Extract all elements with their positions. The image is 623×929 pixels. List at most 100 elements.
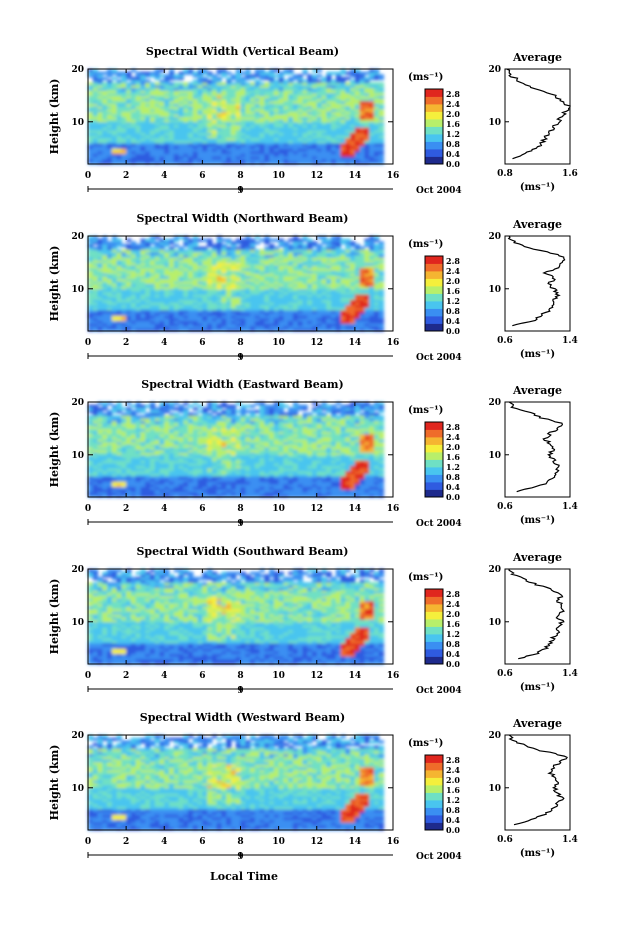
heatmap-cell	[140, 142, 146, 147]
heatmap-cell	[254, 79, 261, 83]
heatmap-cell	[273, 267, 280, 271]
heatmap-cell	[369, 251, 375, 256]
heatmap-cell	[178, 92, 184, 96]
heatmap-cell	[297, 105, 304, 110]
heatmap-cell	[169, 148, 175, 152]
heatmap-cell	[130, 241, 137, 245]
heatmap-cell	[216, 121, 223, 126]
heatmap-cell	[107, 483, 113, 488]
heatmap-cell	[297, 249, 304, 253]
heatmap-cell	[140, 270, 146, 274]
heatmap-cell	[107, 74, 113, 78]
heatmap-cell	[254, 87, 261, 91]
heatmap-cell	[121, 294, 127, 298]
heatmap-cell	[164, 156, 170, 160]
colorbar-tick-label: 1.2	[446, 296, 460, 306]
heatmap-cell	[340, 158, 346, 162]
heatmap-cell	[307, 119, 313, 123]
heatmap-cell	[202, 90, 208, 94]
heatmap-cell	[335, 270, 342, 274]
heatmap-cell	[116, 161, 122, 165]
heatmap-cell	[292, 241, 299, 245]
heatmap-cell	[97, 473, 103, 477]
heatmap-cell	[230, 275, 237, 279]
heatmap-cell	[359, 148, 366, 152]
heatmap-cell	[311, 156, 318, 160]
heatmap-cell	[173, 87, 180, 91]
colorbar-segment	[425, 126, 443, 135]
heatmap-cell	[92, 76, 99, 81]
heatmap-cell	[107, 142, 113, 147]
heatmap-cell	[197, 105, 203, 110]
heatmap-cell	[340, 304, 346, 308]
heatmap-cell	[345, 323, 351, 327]
heatmap-cell	[307, 257, 313, 261]
heatmap-cell	[140, 417, 146, 422]
heatmap-cell	[221, 108, 227, 112]
heatmap-cell	[259, 156, 265, 160]
heatmap-cell	[173, 243, 180, 248]
heatmap-cell	[240, 132, 246, 136]
heatmap-cell	[250, 121, 256, 126]
heatmap-cell	[173, 76, 180, 81]
heatmap-cell	[288, 108, 294, 112]
heatmap-cell	[130, 98, 137, 102]
heatmap-cell	[111, 491, 118, 495]
heatmap-cell	[307, 79, 313, 83]
heatmap-cell	[97, 309, 103, 314]
heatmap-cell	[245, 238, 251, 242]
heatmap-cell	[240, 246, 246, 250]
heatmap-cell	[307, 82, 313, 86]
heatmap-cell	[121, 100, 127, 104]
heatmap-cell	[149, 129, 156, 133]
heatmap-cell	[164, 320, 170, 324]
heatmap-cell	[254, 288, 261, 293]
heatmap-cell	[159, 121, 165, 126]
heatmap-cell	[297, 140, 304, 144]
heatmap-cell	[102, 415, 108, 419]
heatmap-cell	[264, 246, 270, 250]
heatmap-cell	[183, 275, 189, 279]
heatmap-cell	[154, 124, 161, 128]
heatmap-cell	[292, 142, 299, 147]
heatmap-cell	[102, 417, 108, 422]
heatmap-cell	[326, 283, 332, 287]
heatmap-cell	[107, 288, 113, 293]
heatmap-cell	[250, 100, 256, 104]
heatmap-cell	[302, 98, 308, 102]
colorbar-tick-label: 1.6	[446, 286, 460, 296]
heatmap-cell	[126, 278, 132, 282]
heatmap-cell	[292, 257, 299, 261]
heatmap-cell	[350, 251, 356, 256]
heatmap-cell	[307, 309, 313, 314]
heatmap-cell	[364, 304, 370, 308]
heatmap-cell	[302, 145, 308, 149]
heatmap-cell	[359, 100, 366, 104]
heatmap-cell	[369, 283, 375, 287]
heatmap-cell	[364, 119, 370, 123]
heatmap-cell	[359, 280, 366, 285]
heatmap-cell	[292, 270, 299, 274]
heatmap-cell	[154, 288, 161, 293]
heatmap-cell	[297, 113, 304, 118]
heatmap-cell	[188, 145, 194, 149]
heatmap-cell	[264, 111, 270, 115]
heatmap-cell	[269, 328, 275, 332]
heatmap-cell	[197, 82, 203, 86]
heatmap-cell	[316, 98, 323, 102]
heatmap-cell	[207, 320, 213, 324]
heatmap-cell	[154, 95, 161, 99]
heatmap-cell	[102, 325, 108, 329]
heatmap-cell	[245, 105, 251, 110]
heatmap-cell	[250, 129, 256, 133]
heatmap-cell	[216, 140, 223, 144]
heatmap-cell	[116, 286, 122, 290]
heatmap-cell	[311, 121, 318, 126]
heatmap-cell	[211, 275, 218, 279]
heatmap-cell	[240, 301, 246, 306]
heatmap-cell	[221, 251, 227, 256]
heatmap-cell	[359, 254, 366, 258]
heatmap-cell	[130, 475, 137, 480]
heatmap-cell	[88, 438, 94, 443]
heatmap-cell	[307, 272, 313, 277]
